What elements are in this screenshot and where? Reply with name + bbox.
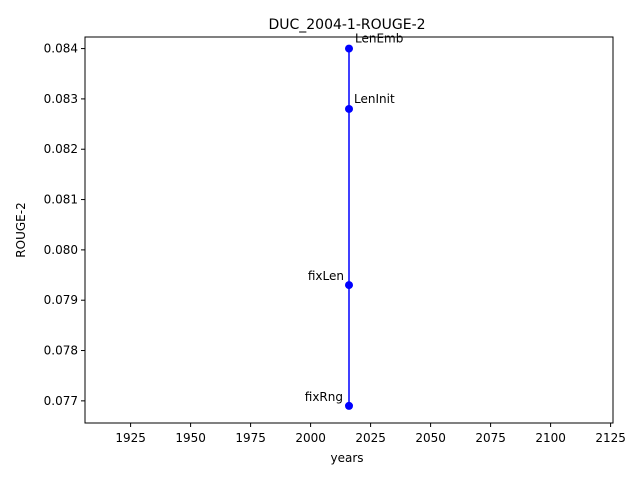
data-point-label: fixRng — [305, 390, 343, 404]
x-tick-label: 2000 — [295, 431, 326, 445]
x-tick-label: 2025 — [355, 431, 386, 445]
x-tick-label: 2100 — [535, 431, 566, 445]
plot-area: LenEmb LenInit fixLen fixRng — [305, 32, 403, 410]
data-point-label: LenEmb — [355, 32, 403, 46]
x-axis: 1925 1950 1975 2000 2025 2050 2075 2100 2125 — [115, 423, 626, 445]
data-point-label: LenInit — [354, 92, 395, 106]
y-tick-label: 0.082 — [44, 142, 78, 156]
x-tick-label: 2050 — [415, 431, 446, 445]
data-point — [345, 401, 353, 410]
x-tick-label: 1950 — [175, 431, 206, 445]
x-tick-label: 2125 — [595, 431, 626, 445]
y-tick-label: 0.077 — [44, 394, 78, 408]
data-point — [345, 104, 353, 113]
data-point-label: fixLen — [308, 269, 344, 283]
y-tick-label: 0.081 — [44, 193, 78, 207]
y-tick-label: 0.083 — [44, 92, 78, 106]
x-tick-label: 1925 — [115, 431, 146, 445]
data-point — [345, 44, 353, 53]
data-point — [345, 281, 353, 290]
y-axis-label: ROUGE-2 — [14, 202, 28, 257]
x-tick-label: 2075 — [475, 431, 506, 445]
y-tick-label: 0.080 — [44, 243, 78, 257]
y-axis: 0.077 0.078 0.079 0.080 0.081 0.082 0.083 0.084 — [44, 42, 85, 408]
y-tick-label: 0.078 — [44, 344, 78, 358]
y-tick-label: 0.084 — [44, 42, 78, 56]
y-tick-label: 0.079 — [44, 293, 78, 307]
x-axis-label: years — [330, 451, 363, 465]
x-tick-label: 1975 — [235, 431, 266, 445]
axes-frame — [84, 36, 614, 424]
chart-title: DUC_2004-1-ROUGE-2 — [268, 17, 425, 33]
